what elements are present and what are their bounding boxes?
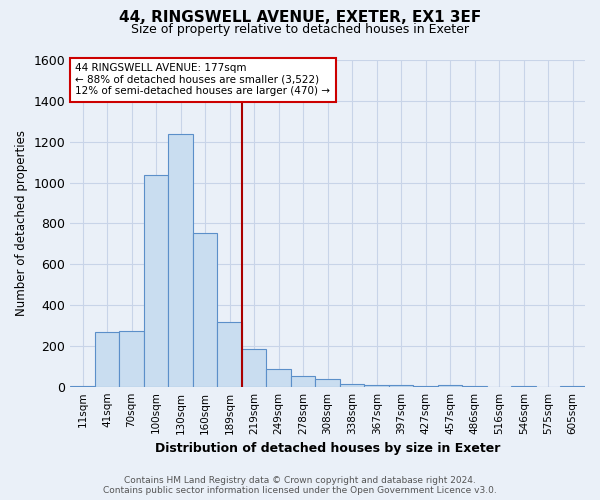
Bar [95, 332, 119, 386]
Bar [364, 384, 389, 386]
Bar [316, 378, 340, 386]
Bar [340, 384, 364, 386]
Bar [389, 384, 413, 386]
Text: 44, RINGSWELL AVENUE, EXETER, EX1 3EF: 44, RINGSWELL AVENUE, EXETER, EX1 3EF [119, 10, 481, 25]
X-axis label: Distribution of detached houses by size in Exeter: Distribution of detached houses by size … [155, 442, 500, 455]
Bar [169, 134, 193, 386]
Bar [193, 232, 217, 386]
Text: Size of property relative to detached houses in Exeter: Size of property relative to detached ho… [131, 22, 469, 36]
Bar [119, 330, 144, 386]
Text: 44 RINGSWELL AVENUE: 177sqm
← 88% of detached houses are smaller (3,522)
12% of : 44 RINGSWELL AVENUE: 177sqm ← 88% of det… [76, 64, 331, 96]
Bar [217, 322, 242, 386]
Bar [242, 349, 266, 387]
Bar [144, 176, 169, 386]
Y-axis label: Number of detached properties: Number of detached properties [15, 130, 28, 316]
Text: Contains HM Land Registry data © Crown copyright and database right 2024.
Contai: Contains HM Land Registry data © Crown c… [103, 476, 497, 495]
Bar [438, 384, 463, 386]
Bar [266, 370, 291, 386]
Bar [291, 376, 316, 386]
